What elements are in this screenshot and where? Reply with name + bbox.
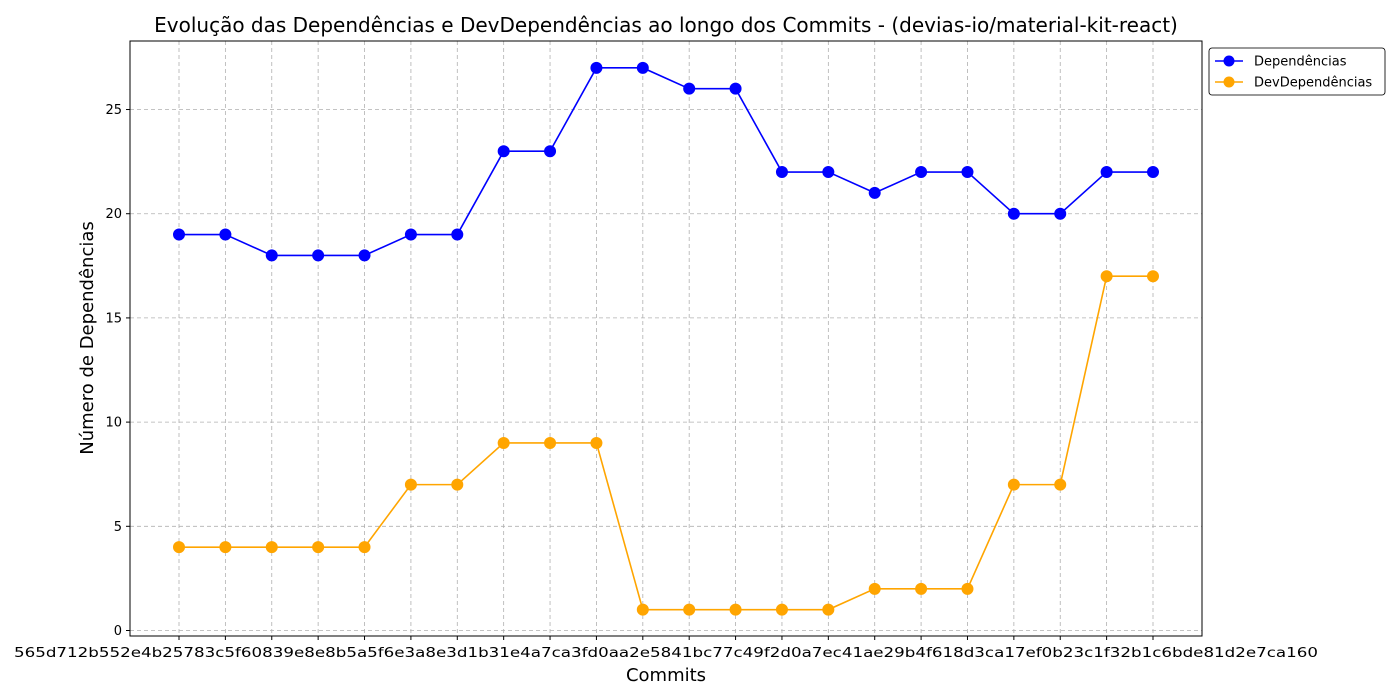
series-1-point: [590, 61, 603, 74]
series-2-point: [636, 603, 649, 616]
series-2-point: [1054, 478, 1067, 491]
chart-title: Evolução das Dependências e DevDependênc…: [154, 13, 1178, 37]
series-2-point: [775, 603, 788, 616]
y-tick-label: 0: [114, 624, 122, 639]
series-2-point: [961, 582, 974, 595]
series-2-point: [1007, 478, 1020, 491]
series-1-point: [358, 249, 371, 262]
series-2-point: [590, 436, 603, 449]
series-line-2: [179, 275, 1153, 611]
series-2-point: [219, 541, 232, 554]
series-1-point: [729, 82, 742, 95]
series-1-point: [1054, 207, 1067, 220]
series-2-point: [822, 603, 835, 616]
series-1-point: [497, 145, 510, 158]
series-1-point: [404, 228, 417, 241]
x-axis-label: Commits: [626, 665, 706, 686]
y-tick-label: 20: [105, 207, 122, 222]
series-2-point: [173, 541, 185, 554]
plot-frame: [129, 40, 1203, 637]
series-2-point: [312, 541, 325, 554]
series-2-point: [1147, 270, 1159, 283]
x-tick-labels: 565d712b552e4b25783c5f60839e8e8b5a5f6e3a…: [14, 646, 1318, 661]
series-1-point: [683, 82, 696, 95]
series-2-point: [729, 603, 742, 616]
legend-items: Dependências DevDependências: [1215, 55, 1372, 91]
series-2-point: [404, 478, 417, 491]
y-tick-label: 5: [114, 520, 122, 535]
series-1-point: [451, 228, 464, 241]
y-axis-ticks: 0 5 10 15 20 25: [105, 103, 130, 639]
series-2-point: [265, 541, 278, 554]
y-axis-label: Número de Dependências: [77, 221, 98, 455]
legend-label-1: Dependências: [1254, 55, 1347, 70]
series-1-point: [1147, 166, 1159, 179]
series-1-point: [636, 61, 649, 74]
series-1-point: [312, 249, 325, 262]
series-1-point: [1007, 207, 1020, 220]
series-2-point: [544, 436, 557, 449]
series-layer: [173, 61, 1159, 616]
series-1-point: [173, 228, 185, 241]
series-2-point: [915, 582, 928, 595]
legend-marker-2: [1223, 76, 1235, 88]
legend: Dependências DevDependências: [1208, 47, 1386, 96]
series-line-1: [179, 67, 1153, 257]
series-1-point: [868, 186, 881, 199]
series-1-point: [1100, 166, 1113, 179]
series-2-point: [358, 541, 371, 554]
legend-marker-1: [1223, 55, 1235, 67]
series-2-point: [1100, 270, 1113, 283]
series-1-point: [961, 166, 974, 179]
x-axis-ticks: 565d712b552e4b25783c5f60839e8e8b5a5f6e3a…: [14, 636, 1318, 661]
series-1-point: [915, 166, 928, 179]
grid-layer: [130, 41, 1202, 636]
series-1-point: [265, 249, 278, 262]
series-2-point: [683, 603, 696, 616]
series-2-point: [868, 582, 881, 595]
legend-label-2: DevDependências: [1254, 76, 1372, 91]
y-tick-label: 25: [105, 103, 122, 118]
series-2-point: [497, 436, 510, 449]
legend-border: [1208, 47, 1386, 96]
y-tick-label: 15: [105, 311, 122, 326]
series-1-point: [544, 145, 557, 158]
series-1-point: [775, 166, 788, 179]
series-2-point: [451, 478, 464, 491]
series-1-point: [822, 166, 835, 179]
series-1-point: [219, 228, 232, 241]
y-tick-label: 10: [105, 416, 122, 431]
